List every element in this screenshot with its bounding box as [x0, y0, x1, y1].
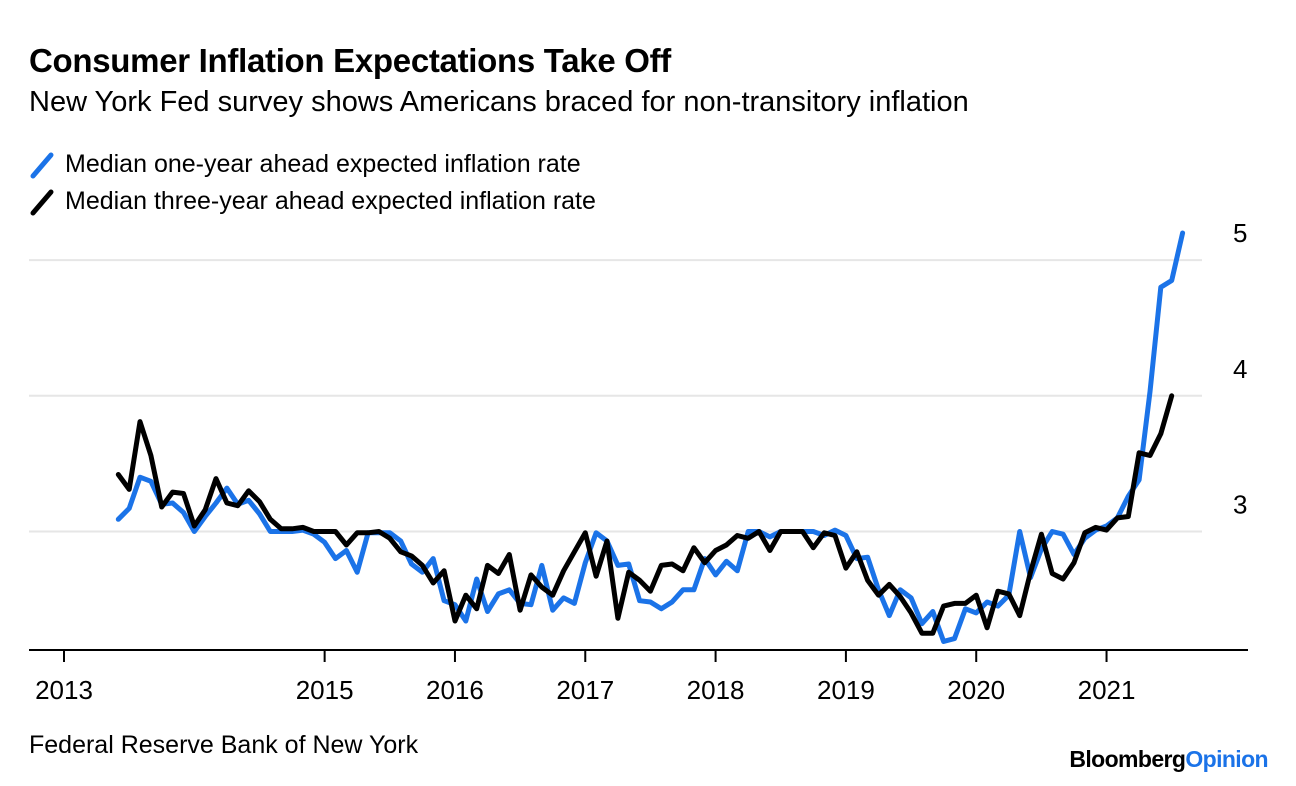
x-tick-label-2018: 2018 [687, 675, 745, 705]
brand-logo: BloombergOpinion [1069, 746, 1268, 773]
chart-title: Consumer Inflation Expectations Take Off [29, 42, 671, 79]
x-tick-label-2021: 2021 [1078, 675, 1136, 705]
brand-logo-bloomberg: Bloomberg [1069, 746, 1186, 772]
y-axis-tick-labels: 3 4 5 [1233, 218, 1247, 519]
source-note: Federal Reserve Bank of New York [29, 731, 419, 759]
series-line-three-year [115, 393, 1175, 636]
y-tick-label-5: 5 [1233, 218, 1247, 248]
legend-item-three-year: Median three-year ahead expected inflati… [29, 183, 596, 220]
x-axis: 2013 2015 2016 2017 2018 2019 2020 2021 [29, 649, 1248, 705]
x-tick-label-2016: 2016 [426, 675, 484, 705]
gridlines [29, 259, 1202, 533]
legend-label-one-year: Median one-year ahead expected inflation… [65, 150, 581, 178]
x-tick-label-2020: 2020 [947, 675, 1005, 705]
legend-item-one-year: Median one-year ahead expected inflation… [29, 146, 596, 183]
x-tick-label-2017: 2017 [556, 675, 614, 705]
series-lines [115, 230, 1186, 644]
legend-label-three-year: Median three-year ahead expected inflati… [65, 187, 596, 215]
legend-swatch-three-year [30, 189, 54, 215]
legend-swatch-one-year [30, 152, 54, 178]
chart-subtitle: New York Fed survey shows Americans brac… [29, 86, 969, 118]
series-line-one-year [115, 230, 1186, 644]
y-tick-label-4: 4 [1233, 354, 1247, 384]
brand-logo-opinion: Opinion [1185, 746, 1268, 772]
legend: Median one-year ahead expected inflation… [29, 146, 596, 220]
x-tick-label-2013: 2013 [35, 675, 93, 705]
x-tick-label-2019: 2019 [817, 675, 875, 705]
x-tick-label-2015: 2015 [296, 675, 354, 705]
y-tick-label-3: 3 [1233, 489, 1247, 519]
